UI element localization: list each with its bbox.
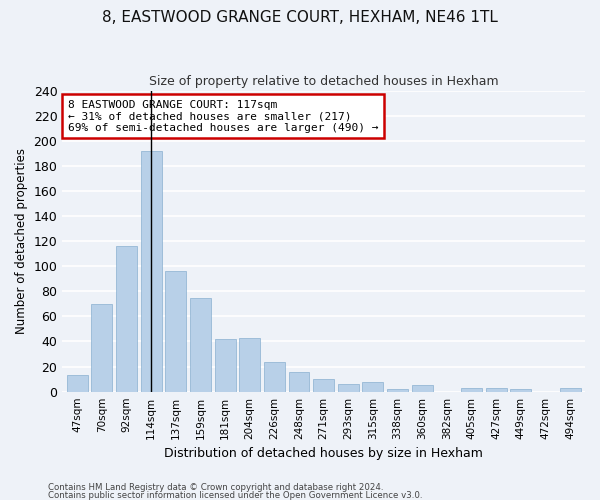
Bar <box>412 386 433 392</box>
Text: 8, EASTWOOD GRANGE COURT, HEXHAM, NE46 1TL: 8, EASTWOOD GRANGE COURT, HEXHAM, NE46 1… <box>102 10 498 25</box>
Bar <box>338 384 359 392</box>
Bar <box>461 388 482 392</box>
Text: 8 EASTWOOD GRANGE COURT: 117sqm
← 31% of detached houses are smaller (217)
69% o: 8 EASTWOOD GRANGE COURT: 117sqm ← 31% of… <box>68 100 378 133</box>
X-axis label: Distribution of detached houses by size in Hexham: Distribution of detached houses by size … <box>164 447 483 460</box>
Bar <box>486 388 507 392</box>
Bar <box>313 379 334 392</box>
Bar <box>511 389 532 392</box>
Text: Contains HM Land Registry data © Crown copyright and database right 2024.: Contains HM Land Registry data © Crown c… <box>48 484 383 492</box>
Bar <box>362 382 383 392</box>
Bar <box>289 372 310 392</box>
Bar <box>91 304 112 392</box>
Bar <box>215 339 236 392</box>
Bar <box>387 389 408 392</box>
Bar <box>116 246 137 392</box>
Bar <box>67 376 88 392</box>
Bar <box>239 338 260 392</box>
Bar <box>560 388 581 392</box>
Bar <box>190 298 211 392</box>
Text: Contains public sector information licensed under the Open Government Licence v3: Contains public sector information licen… <box>48 490 422 500</box>
Y-axis label: Number of detached properties: Number of detached properties <box>15 148 28 334</box>
Title: Size of property relative to detached houses in Hexham: Size of property relative to detached ho… <box>149 75 499 88</box>
Bar <box>264 362 285 392</box>
Bar <box>165 271 186 392</box>
Bar <box>140 151 161 392</box>
